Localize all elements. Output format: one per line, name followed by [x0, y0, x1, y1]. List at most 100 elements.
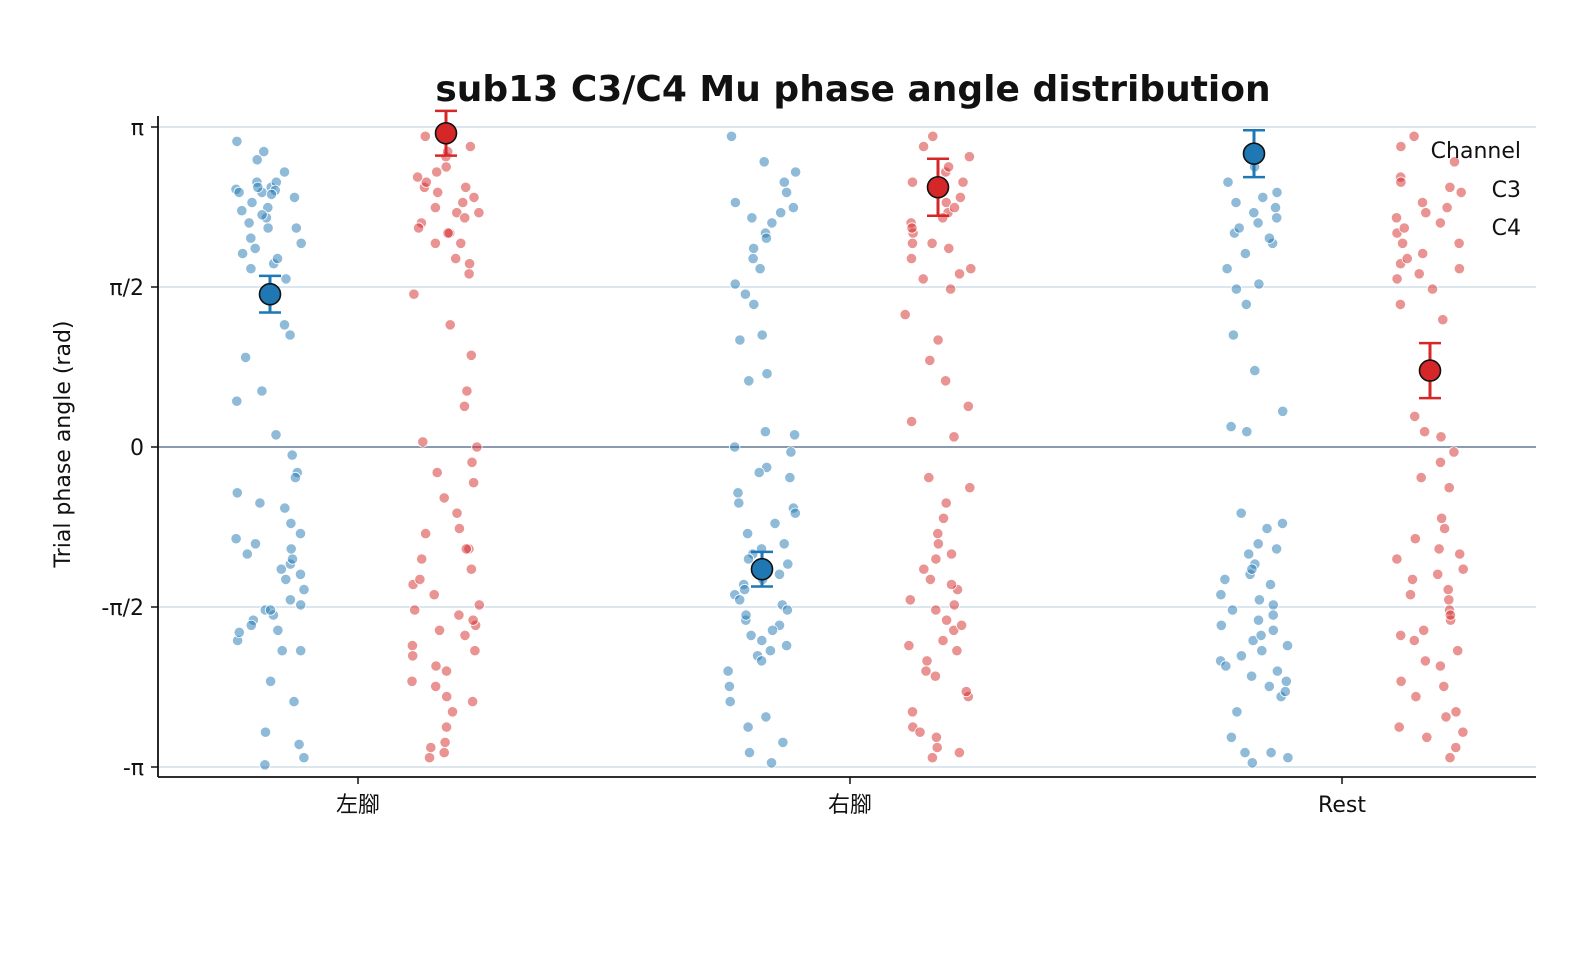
data-point-c4 [440, 161, 452, 173]
data-point-c3 [755, 655, 768, 667]
data-point-c4 [1419, 655, 1432, 667]
data-point-c3 [249, 242, 261, 254]
data-point-c3 [1246, 670, 1258, 682]
gridlines [158, 126, 1536, 768]
data-point-c3 [1257, 191, 1269, 203]
data-point-c4 [1435, 431, 1447, 443]
data-point-c4 [960, 685, 972, 698]
data-point-c3 [298, 752, 310, 764]
data-point-c3 [231, 487, 243, 499]
y-tick-label: π [131, 116, 144, 141]
data-point-c4 [463, 258, 476, 270]
data-point-c3 [1263, 232, 1276, 244]
data-point-c3 [1279, 685, 1291, 698]
axes: π π/2 0 -π/2 -π 左腳 右腳 Rest [101, 116, 1536, 818]
data-point-c4 [440, 665, 453, 677]
data-point-c3 [1252, 538, 1264, 550]
data-point-c4 [1418, 624, 1430, 636]
data-point-c4 [957, 176, 969, 188]
data-point-c4 [1436, 512, 1448, 524]
data-point-c4 [429, 237, 441, 249]
data-point-c3 [761, 368, 773, 380]
data-point-c3 [1277, 405, 1289, 417]
data-point-c4 [948, 599, 960, 611]
data-point-c4 [905, 415, 918, 428]
data-point-c4 [1448, 446, 1460, 458]
data-point-c3 [259, 759, 271, 771]
data-point-c3 [773, 568, 786, 580]
mean-marker-c4 [434, 121, 458, 145]
data-point-c4 [951, 645, 963, 657]
data-point-c3 [775, 207, 787, 219]
data-point-c4 [955, 619, 968, 631]
data-point-c3 [778, 176, 790, 188]
data-point-c4 [467, 477, 480, 489]
data-point-c3 [230, 533, 242, 545]
data-point-c4 [939, 375, 952, 387]
data-point-c4 [1454, 548, 1466, 560]
data-point-c3 [295, 599, 307, 611]
data-point-c4 [459, 212, 471, 224]
x-tick-label: Rest [1318, 793, 1366, 818]
data-point-c4 [444, 319, 456, 331]
data-point-c4 [446, 706, 459, 718]
data-point-c4 [430, 680, 442, 693]
data-point-c4 [458, 400, 471, 412]
data-point-c3 [1239, 247, 1252, 260]
data-point-c4 [948, 202, 961, 214]
mean-markers [258, 109, 1442, 588]
data-point-c3 [1215, 619, 1227, 631]
data-point-c4 [420, 176, 432, 188]
data-point-c4 [1408, 634, 1420, 647]
data-point-c4 [1455, 186, 1467, 198]
data-point-c4 [1395, 675, 1407, 687]
data-point-c3 [298, 583, 310, 596]
data-point-c4 [1416, 196, 1429, 209]
data-point-c4 [906, 706, 919, 718]
data-point-c4 [1391, 553, 1403, 565]
data-point-c3 [278, 319, 291, 331]
data-point-c3 [780, 186, 793, 198]
data-point-c4 [926, 237, 938, 249]
data-point-c4 [1395, 140, 1407, 153]
data-point-c3 [264, 604, 277, 616]
data-point-c3 [1263, 680, 1275, 693]
data-point-c3 [754, 263, 766, 275]
data-point-c3 [280, 273, 292, 285]
data-point-c4 [965, 263, 977, 275]
data-point-c4 [451, 207, 463, 219]
data-point-c3 [256, 385, 268, 397]
data-point-c3 [1225, 420, 1237, 433]
data-point-c4 [1391, 273, 1403, 285]
data-point-c4 [948, 431, 960, 443]
data-point-c4 [1398, 222, 1410, 234]
data-point-c4 [1444, 609, 1457, 621]
data-point-c3 [271, 253, 284, 265]
mean-marker-c3 [258, 282, 282, 306]
data-point-c3 [1230, 196, 1242, 209]
data-point-c3 [781, 604, 794, 616]
data-point-c3 [760, 232, 773, 244]
data-point-c4 [469, 645, 481, 657]
data-point-c3 [734, 334, 746, 346]
legend-entry-c3: C3 [1492, 178, 1521, 203]
data-point-c3 [251, 154, 263, 166]
data-point-c3 [1253, 278, 1265, 290]
data-point-c3 [1252, 217, 1264, 229]
data-point-c3 [733, 497, 745, 509]
data-point-c4 [1408, 130, 1420, 142]
data-point-c4 [937, 634, 949, 647]
chart-title: sub13 C3/C4 Mu phase angle distribution [435, 69, 1270, 110]
data-point-c3 [245, 232, 257, 244]
data-point-c4 [953, 746, 966, 759]
data-point-c3 [778, 538, 790, 550]
data-point-c3 [759, 426, 772, 438]
data-point-c4 [419, 527, 432, 540]
data-point-c3 [1233, 222, 1245, 234]
data-point-c3 [295, 645, 307, 657]
data-point-c4 [466, 456, 478, 468]
data-point-c4 [460, 181, 472, 193]
data-point-c4 [1419, 426, 1431, 438]
data-point-c4 [1413, 268, 1425, 280]
data-point-c4 [1441, 202, 1453, 214]
